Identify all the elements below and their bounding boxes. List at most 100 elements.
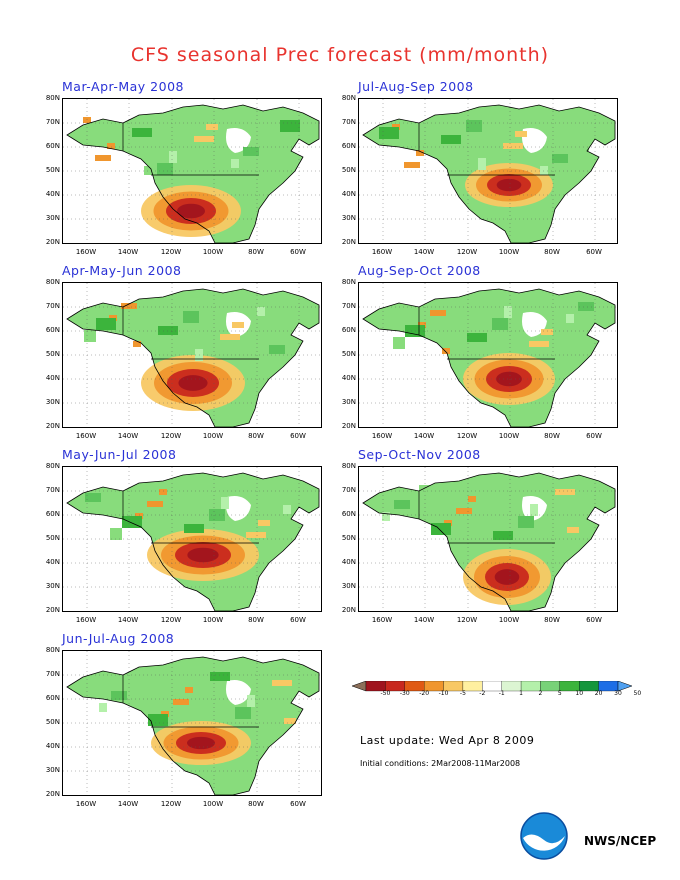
anomaly-patch bbox=[221, 497, 229, 509]
lon-label: 120W bbox=[456, 616, 478, 624]
anomaly-patch bbox=[515, 131, 527, 137]
lat-label: 20N bbox=[45, 422, 60, 430]
anomaly-patch bbox=[198, 684, 210, 693]
lat-label: 80N bbox=[341, 462, 356, 470]
panel-title: Mar-Apr-May 2008 bbox=[62, 79, 184, 94]
last-update: Last update: Wed Apr 8 2009 bbox=[360, 734, 535, 747]
precip-map bbox=[62, 466, 322, 612]
legend-label: -50 bbox=[380, 690, 391, 697]
anomaly-patch bbox=[133, 341, 141, 347]
anomaly-patch bbox=[132, 128, 152, 137]
anomaly-patch bbox=[283, 505, 291, 514]
lon-label: 100W bbox=[202, 248, 224, 256]
anomaly-patch bbox=[157, 163, 173, 175]
org-label: NWS/NCEP bbox=[584, 834, 657, 848]
anomaly-patch bbox=[404, 162, 420, 168]
anomaly-patch bbox=[159, 489, 167, 495]
anomaly-patch bbox=[269, 345, 285, 354]
anomaly-patch bbox=[220, 334, 240, 340]
lon-label: 80W bbox=[544, 616, 560, 624]
map-canvas bbox=[63, 99, 321, 243]
panel-title: Sep-Oct-Nov 2008 bbox=[358, 447, 481, 462]
legend-bar bbox=[351, 680, 633, 692]
precip-map bbox=[358, 98, 618, 244]
lon-label: 100W bbox=[202, 616, 224, 624]
map-panel: Apr-May-Jun 2008 80N 70N 60N 50N 40N 30N 20N 16… bbox=[46, 263, 362, 472]
lat-label: 80N bbox=[45, 94, 60, 102]
lat-label: 30N bbox=[341, 582, 356, 590]
lat-label: 50N bbox=[341, 534, 356, 542]
legend-label: 50 bbox=[633, 690, 642, 697]
lat-label: 70N bbox=[45, 670, 60, 678]
hudson-bay bbox=[522, 312, 547, 337]
lon-label: 80W bbox=[248, 248, 264, 256]
lat-label: 40N bbox=[45, 374, 60, 382]
lon-label: 120W bbox=[456, 432, 478, 440]
lat-label: 50N bbox=[45, 350, 60, 358]
map-canvas bbox=[359, 283, 617, 427]
anomaly-patch bbox=[430, 310, 446, 316]
lon-label: 100W bbox=[498, 248, 520, 256]
precip-map bbox=[358, 466, 618, 612]
anomaly-patch bbox=[232, 322, 244, 328]
noaa-logo-icon bbox=[520, 812, 568, 860]
panel-title: Apr-May-Jun 2008 bbox=[62, 263, 182, 278]
anomaly-patch bbox=[169, 151, 177, 163]
lat-label: 60N bbox=[45, 694, 60, 702]
panel-title: Aug-Sep-Oct 2008 bbox=[358, 263, 481, 278]
page-title: CFS seasonal Prec forecast (mm/month) bbox=[130, 44, 550, 66]
lon-label: 80W bbox=[248, 432, 264, 440]
lat-label: 50N bbox=[341, 166, 356, 174]
anomaly-patch bbox=[85, 493, 101, 502]
anomaly-patch bbox=[272, 680, 292, 686]
anomaly-patch bbox=[185, 687, 193, 693]
lon-label: 100W bbox=[498, 616, 520, 624]
anomaly-patch bbox=[110, 528, 122, 540]
coastline bbox=[66, 472, 320, 611]
lon-label: 60W bbox=[586, 432, 602, 440]
anomaly-patch bbox=[379, 127, 399, 139]
lat-label: 30N bbox=[45, 582, 60, 590]
anomaly-patch bbox=[183, 311, 199, 323]
anomaly-patch bbox=[567, 527, 579, 533]
legend-label: 2 bbox=[538, 690, 543, 697]
anomaly-patch bbox=[257, 307, 265, 316]
lon-label: 120W bbox=[160, 432, 182, 440]
coastline bbox=[362, 288, 616, 427]
anomaly-patch bbox=[540, 166, 548, 175]
lat-label: 30N bbox=[45, 398, 60, 406]
dry-anomaly bbox=[178, 375, 208, 391]
lat-label: 50N bbox=[45, 166, 60, 174]
country-border bbox=[418, 307, 555, 360]
lat-label: 40N bbox=[45, 190, 60, 198]
anomaly-patch bbox=[578, 302, 594, 311]
panel-title: Jul-Aug-Sep 2008 bbox=[358, 79, 474, 94]
lat-label: 80N bbox=[341, 94, 356, 102]
lat-label: 50N bbox=[45, 534, 60, 542]
lat-label: 20N bbox=[45, 790, 60, 798]
anomaly-patch bbox=[566, 314, 574, 323]
lon-label: 140W bbox=[413, 248, 435, 256]
anomaly-patch bbox=[96, 318, 116, 330]
lon-label: 60W bbox=[290, 616, 306, 624]
legend-label: -5 bbox=[459, 690, 466, 697]
anomaly-patch bbox=[577, 139, 589, 151]
anomaly-patch bbox=[442, 348, 450, 354]
hudson-bay bbox=[226, 128, 251, 153]
anomaly-patch bbox=[147, 501, 163, 507]
anomaly-patch bbox=[453, 123, 465, 132]
anomaly-patch bbox=[235, 707, 251, 719]
map-canvas bbox=[359, 99, 617, 243]
lon-label: 60W bbox=[586, 616, 602, 624]
lon-label: 160W bbox=[371, 248, 393, 256]
lat-label: 80N bbox=[341, 278, 356, 286]
anomaly-patch bbox=[431, 523, 451, 535]
precip-map bbox=[62, 650, 322, 796]
precip-map bbox=[358, 282, 618, 428]
lat-label: 40N bbox=[341, 558, 356, 566]
anomaly-patch bbox=[95, 155, 111, 161]
lon-label: 160W bbox=[371, 616, 393, 624]
dry-anomaly bbox=[177, 203, 205, 219]
hudson-bay bbox=[226, 680, 251, 705]
country-border bbox=[122, 675, 259, 728]
